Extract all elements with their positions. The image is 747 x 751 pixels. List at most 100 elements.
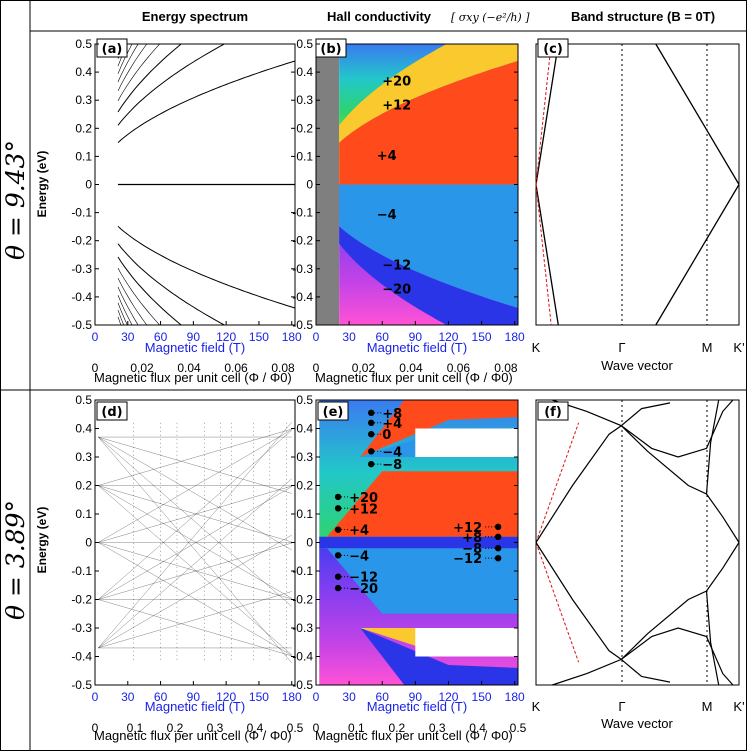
ytick-label: 0 bbox=[85, 178, 92, 192]
ytick-label: -0.1 bbox=[292, 564, 313, 578]
row2-ylabel: Energy (eV) bbox=[35, 507, 49, 574]
flux-tick-label: 0.4 bbox=[247, 721, 264, 735]
xtick-label: 120 bbox=[438, 330, 458, 344]
flux-tick-label: 0.06 bbox=[447, 361, 471, 375]
spectrum-line bbox=[98, 542, 292, 656]
band-line bbox=[655, 184, 740, 326]
flux-tick-label: 0 bbox=[92, 721, 99, 735]
panel-d: (d) bbox=[94, 399, 296, 686]
flux-tick-label: 0.02 bbox=[352, 361, 376, 375]
panel-c-label-box bbox=[537, 38, 569, 58]
band-line bbox=[552, 399, 734, 458]
xtick-label: 60 bbox=[376, 330, 390, 344]
xtick-label: 0 bbox=[313, 330, 320, 344]
white-gap-region bbox=[415, 628, 518, 657]
ytick-label: -0.4 bbox=[71, 290, 92, 304]
row2-theta-label: θ = 3.89° bbox=[1, 500, 30, 620]
spectrum-line bbox=[98, 534, 292, 649]
xtick-label: 60 bbox=[376, 690, 390, 704]
band-line bbox=[620, 542, 740, 660]
xtick-label: 120 bbox=[216, 330, 236, 344]
flux-tick-label: 0.08 bbox=[494, 361, 518, 375]
panel-e-annotations: +8+40−4−8+20+12+4−4−12−20+12+8−8−12 bbox=[334, 407, 502, 597]
xtick-label: 90 bbox=[409, 330, 423, 344]
ytick-label: -0.3 bbox=[292, 621, 313, 635]
xtick-label: 180 bbox=[282, 690, 302, 704]
panel-c-gamma-label: Γ bbox=[618, 340, 625, 355]
xtick-label: 60 bbox=[154, 330, 168, 344]
ytick-label: -0.3 bbox=[292, 262, 313, 276]
ytick-label: 0.1 bbox=[296, 507, 313, 521]
hall-value-label: +20 bbox=[349, 491, 378, 506]
panel-e-fluxlabel: Magnetic flux per unit cell (Φ / Φ0) bbox=[315, 728, 513, 743]
flux-tick-label: 0.4 bbox=[469, 721, 486, 735]
flux-tick-label: 0.06 bbox=[224, 361, 248, 375]
band-line bbox=[535, 184, 559, 326]
hall-value-label: −4 bbox=[349, 549, 369, 564]
flux-tick-label: 0.2 bbox=[167, 721, 184, 735]
ytick-label: 0.2 bbox=[75, 479, 92, 493]
panel-a-label-box bbox=[96, 38, 128, 58]
flux-tick-label: 0.04 bbox=[399, 361, 423, 375]
annotation-dot bbox=[334, 573, 342, 580]
ytick-label: 0.4 bbox=[75, 65, 92, 79]
panel-d-label: (d) bbox=[101, 405, 122, 420]
panel-c-klabels: K Γ M K' bbox=[532, 340, 745, 355]
spectrum-line bbox=[98, 436, 292, 663]
panel-f-label: (f) bbox=[544, 405, 562, 420]
panel-e-xlabel: Magnetic field (T) bbox=[367, 699, 467, 714]
hall-value-label: +8 bbox=[382, 407, 402, 422]
hall-value-label: −20 bbox=[349, 582, 378, 597]
panel-d-flux-ticks: 0 0.1 0.2 0.3 0.4 0.5 bbox=[92, 721, 304, 735]
ytick-label: 0.5 bbox=[296, 37, 313, 51]
panel-a-landau-levels bbox=[117, 44, 296, 325]
landau-level-line bbox=[117, 226, 296, 309]
ytick-label: 0.2 bbox=[296, 479, 313, 493]
annotation-dot bbox=[334, 493, 342, 501]
landau-level-line bbox=[117, 268, 161, 325]
annotation-dot bbox=[334, 584, 342, 592]
landau-level-line bbox=[117, 256, 182, 325]
hall-value-label: +12 bbox=[382, 98, 411, 113]
panel-e: (e) +8+40−4−8+20+12+4−4−12−20+12+8−8−12 bbox=[315, 399, 519, 686]
panel-a: (a) bbox=[94, 38, 296, 326]
panel-c-m-label: M bbox=[702, 340, 713, 355]
ytick-label: 0 bbox=[306, 178, 313, 192]
ytick-label: 0.3 bbox=[296, 450, 313, 464]
panel-a-fluxlabel: Magnetic flux per unit cell (Φ / Φ0) bbox=[94, 370, 292, 385]
panel-d-butterfly bbox=[98, 422, 292, 663]
flux-tick-label: 0.5 bbox=[510, 721, 527, 735]
panel-e-hall-map bbox=[319, 400, 518, 685]
xtick-label: 90 bbox=[409, 690, 423, 704]
panel-f-klabels: K Γ M K' bbox=[532, 699, 745, 714]
panel-f: (f) bbox=[535, 399, 740, 686]
landau-level-line bbox=[117, 44, 139, 83]
panel-f-bands bbox=[535, 399, 740, 686]
landau-level-line bbox=[117, 286, 139, 325]
flux-tick-label: 0.3 bbox=[429, 721, 446, 735]
ytick-label: -0.4 bbox=[71, 650, 92, 664]
lower-blue-region bbox=[360, 628, 518, 685]
landau-level-line bbox=[117, 316, 122, 325]
hall-value-label: +12 bbox=[453, 521, 482, 536]
annotation-dot bbox=[367, 409, 375, 417]
panel-f-kprime-label: K' bbox=[733, 699, 744, 714]
ytick-label: -0.1 bbox=[71, 206, 92, 220]
hall-value-label: −12 bbox=[349, 571, 378, 586]
ytick-label: -0.2 bbox=[71, 234, 92, 248]
linear-dispersion-line bbox=[535, 542, 580, 663]
xtick-label: 30 bbox=[121, 690, 135, 704]
hall-value-label: −12 bbox=[382, 259, 411, 274]
band-line bbox=[552, 627, 734, 686]
ytick-label: -0.5 bbox=[71, 318, 92, 332]
header-hall-unit: [ σxy (−e²/h) ] bbox=[451, 11, 530, 24]
ytick-label: -0.4 bbox=[292, 650, 313, 664]
hall-value-label: −4 bbox=[377, 208, 397, 223]
spectrum-line bbox=[98, 429, 292, 543]
flux-tick-label: 0.5 bbox=[287, 721, 304, 735]
landau-level-line bbox=[117, 44, 148, 92]
xtick-label: 150 bbox=[472, 330, 492, 344]
panel-c-k-label: K bbox=[532, 340, 541, 355]
panel-b-hall-map bbox=[316, 44, 518, 325]
header-energy-spectrum: Energy spectrum bbox=[142, 9, 248, 24]
